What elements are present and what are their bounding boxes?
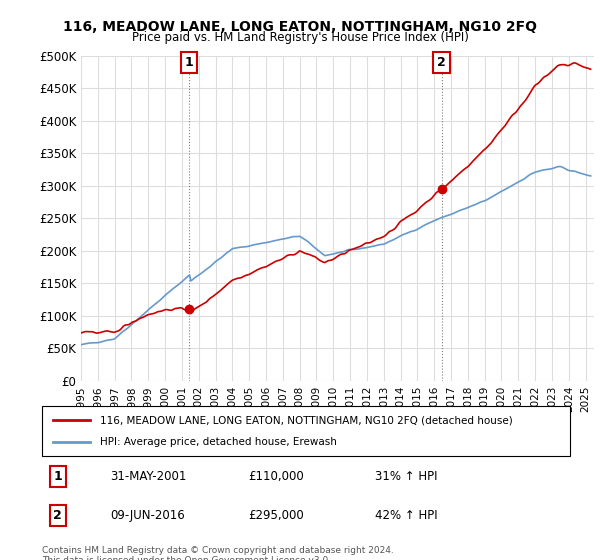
Text: 1: 1 bbox=[185, 56, 193, 69]
Text: 2: 2 bbox=[53, 509, 62, 522]
Text: 116, MEADOW LANE, LONG EATON, NOTTINGHAM, NG10 2FQ: 116, MEADOW LANE, LONG EATON, NOTTINGHAM… bbox=[63, 20, 537, 34]
Text: £295,000: £295,000 bbox=[248, 509, 304, 522]
Text: 31% ↑ HPI: 31% ↑ HPI bbox=[374, 470, 437, 483]
FancyBboxPatch shape bbox=[42, 406, 570, 456]
Text: £110,000: £110,000 bbox=[248, 470, 304, 483]
Text: Price paid vs. HM Land Registry's House Price Index (HPI): Price paid vs. HM Land Registry's House … bbox=[131, 31, 469, 44]
Text: 2: 2 bbox=[437, 56, 446, 69]
Text: 42% ↑ HPI: 42% ↑ HPI bbox=[374, 509, 437, 522]
Text: Contains HM Land Registry data © Crown copyright and database right 2024.
This d: Contains HM Land Registry data © Crown c… bbox=[42, 546, 394, 560]
Text: 116, MEADOW LANE, LONG EATON, NOTTINGHAM, NG10 2FQ (detached house): 116, MEADOW LANE, LONG EATON, NOTTINGHAM… bbox=[100, 415, 513, 425]
Text: HPI: Average price, detached house, Erewash: HPI: Average price, detached house, Erew… bbox=[100, 437, 337, 447]
Text: 1: 1 bbox=[53, 470, 62, 483]
Text: 31-MAY-2001: 31-MAY-2001 bbox=[110, 470, 187, 483]
Text: 09-JUN-2016: 09-JUN-2016 bbox=[110, 509, 185, 522]
